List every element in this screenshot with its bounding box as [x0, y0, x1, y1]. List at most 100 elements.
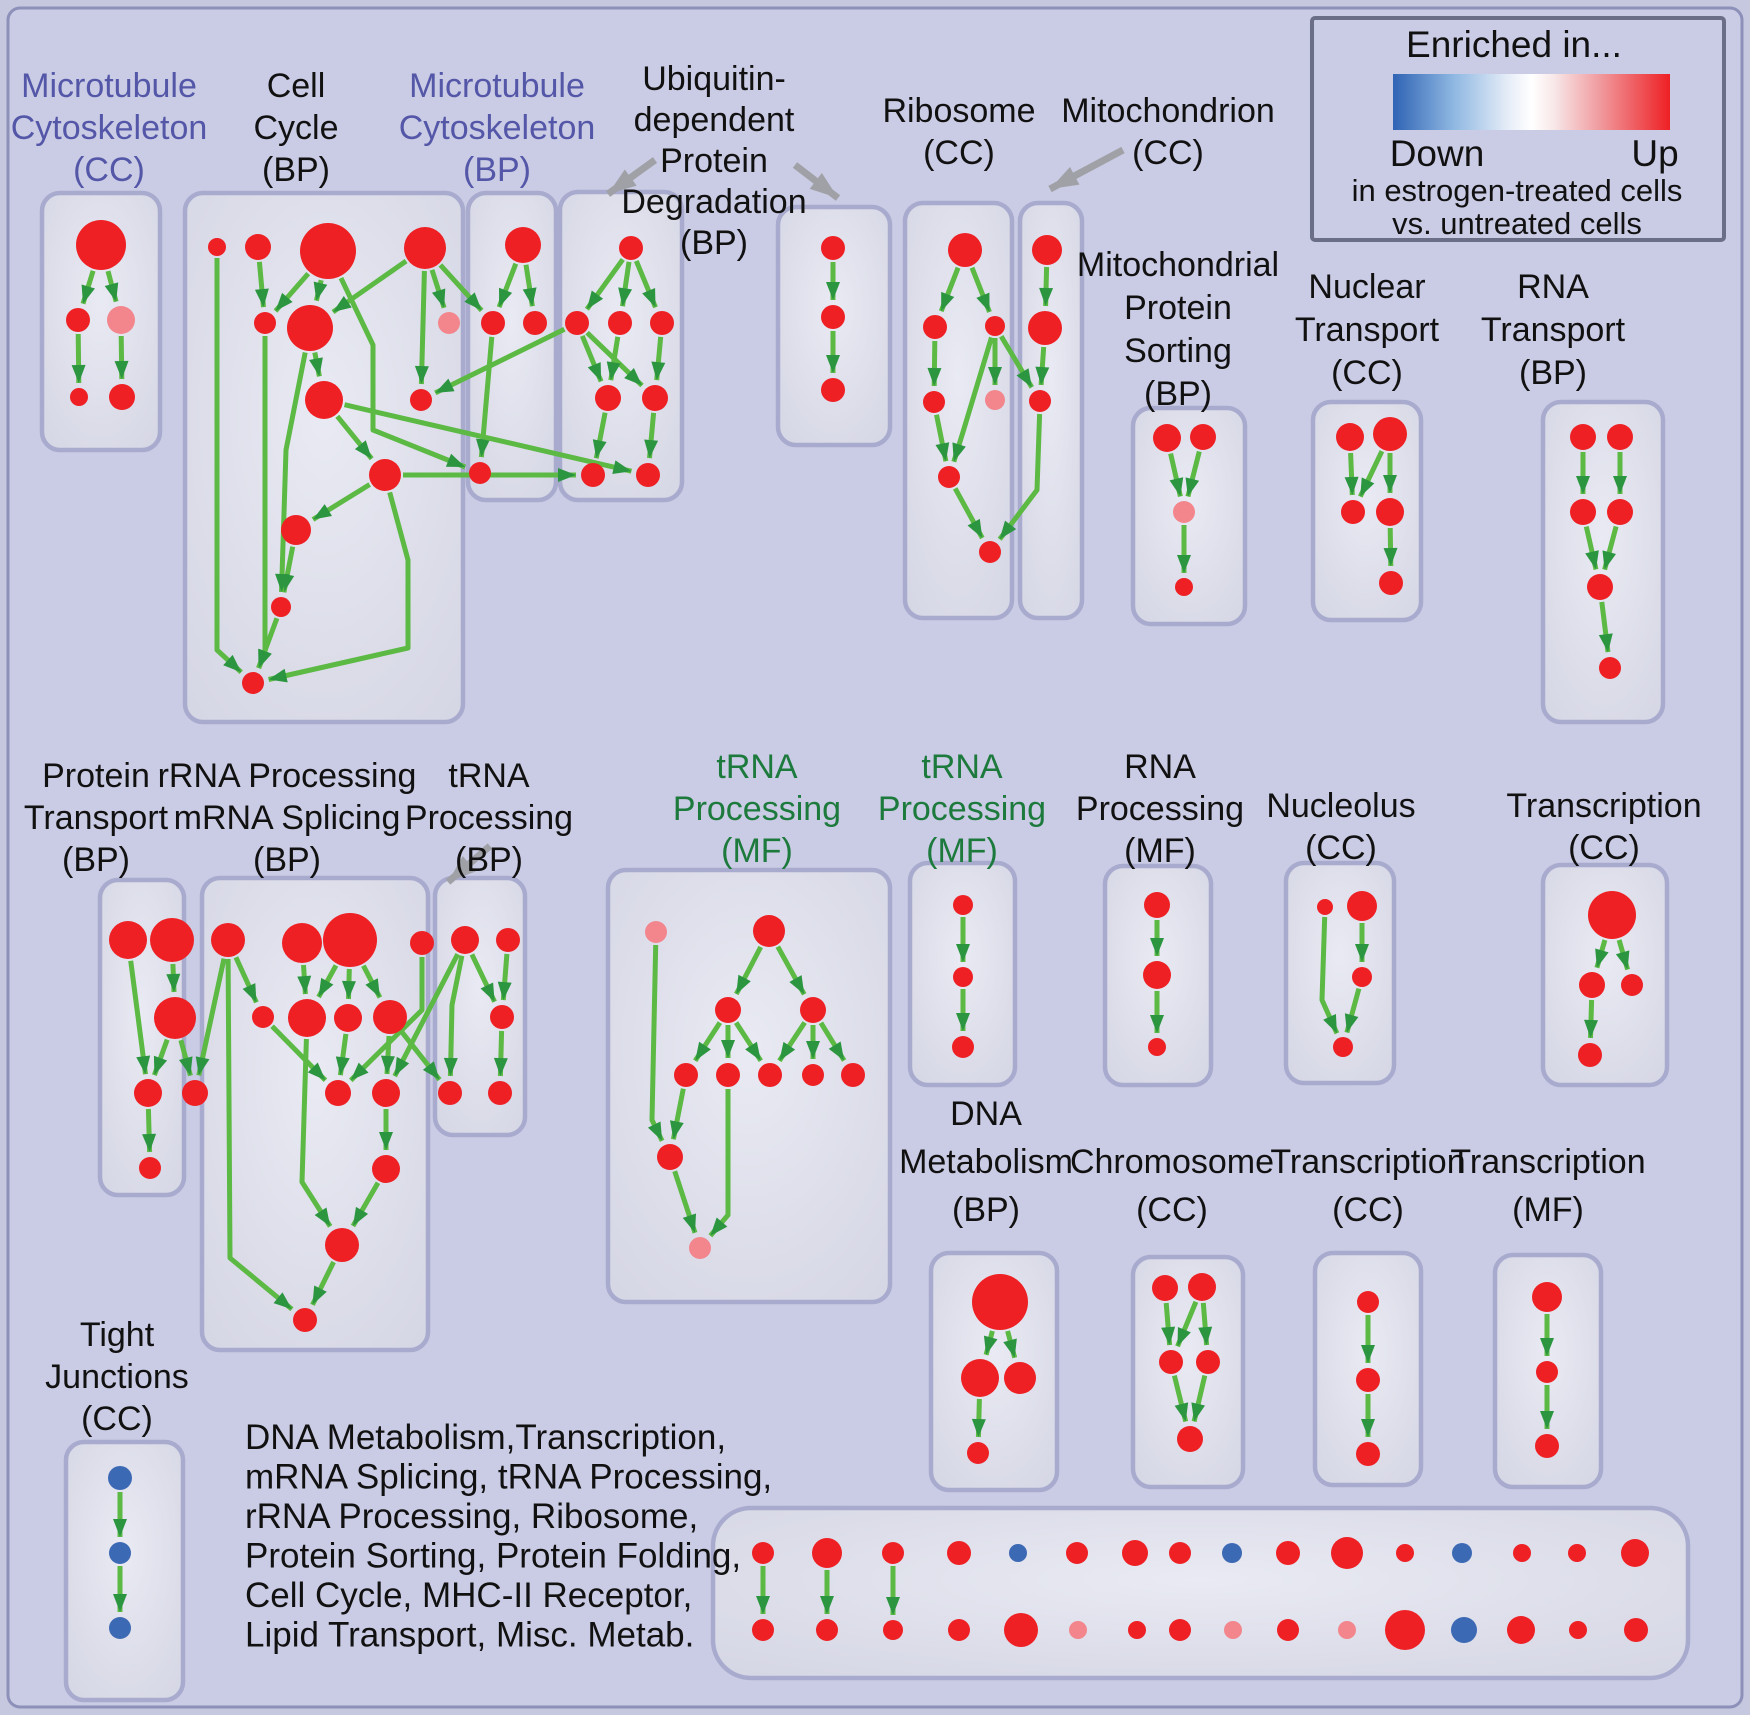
edge-dna_metabolism-d1-d2 [983, 1330, 998, 1356]
node-ubiquitin-u4 [650, 311, 674, 335]
rna_transport-label-line-1: Transport [1481, 311, 1626, 349]
trna_mf_small-label-line-1: Processing [878, 790, 1046, 828]
node-tight_junctions-tj2 [109, 1542, 131, 1564]
node-transcription_cc_r2-tc2 [1579, 972, 1605, 998]
node-misc_terms-z8 [1169, 1542, 1191, 1564]
edge-rrna_mrna-mm4-b2 [380, 1035, 395, 1075]
edge-cell_cycle-c5-c13 [256, 336, 272, 669]
edge-microtubule_cc-a1-a3 [104, 270, 119, 303]
edge-ubiquitin-u1-u4 [633, 259, 658, 309]
node-tight_junctions-tj3 [109, 1617, 131, 1639]
node-misc_terms-z2 [812, 1538, 842, 1568]
node-rrna_mrna-k3 [293, 1308, 317, 1332]
node-ubiquitin-u2 [565, 311, 589, 335]
edge-trna_mf_large-g4-g9 [669, 1088, 686, 1140]
node-misc_terms-z18 [816, 1619, 838, 1641]
node-cell_cycle-c7 [438, 312, 460, 334]
edge-rrna_mrna-t3-mm2 [316, 964, 339, 999]
node-trna_mf_large-g2 [715, 997, 741, 1023]
node-rna_processing-o2 [1143, 961, 1171, 989]
edge-ribosome-r4-r6 [934, 414, 950, 462]
node-trna_mf_large-g4 [674, 1063, 698, 1087]
microtubule_cc-label-line-0: Microtubule [21, 67, 197, 105]
edge-protein_transport-pt3-pt4 [152, 1038, 170, 1076]
node-cell_cycle-c5 [254, 312, 276, 334]
node-trna_mf_large-g10 [689, 1237, 711, 1259]
node-ribosome-r6 [938, 466, 960, 488]
node-rrna_mrna-mm1 [252, 1006, 274, 1028]
node-misc_terms-z3 [882, 1542, 904, 1564]
edge-trna_bp-w3-w5 [493, 1030, 508, 1077]
ubiquitin-label-line-3: Degradation [621, 183, 806, 221]
transcription_cc_r3-label-line-1: (CC) [1332, 1191, 1404, 1229]
edge-rrna_mrna-t2-mm2 [297, 964, 312, 995]
node-misc_terms-z20 [948, 1619, 970, 1641]
node-dna_metabolism-d4 [967, 1442, 989, 1464]
mito_protein_sorting-label-line-1: Protein [1124, 289, 1232, 327]
edge-dna_metabolism-d1-d3 [1003, 1330, 1018, 1359]
cross-edge-cell_cycle_c4-microtubule_bp_m2 [438, 263, 484, 313]
edge-cell_cycle-c10-c11 [311, 482, 372, 522]
edge-trna_mf_large-g9-g10 [672, 1170, 698, 1234]
node-rna_processing-o3 [1148, 1038, 1166, 1056]
edge-trna_mf_large-g1-g3 [775, 945, 807, 996]
node-rrna_mrna-mm4 [373, 1000, 407, 1034]
edge-cell_cycle-c3-c6 [313, 279, 328, 302]
dna_metabolism-label-line-1: Metabolism [899, 1143, 1073, 1181]
nuclear_transport-label-line-0: Nuclear [1308, 268, 1425, 306]
ubiquitin-label-line-4: (BP) [680, 224, 748, 262]
nuclear_transport-label-line-1: Transport [1295, 311, 1440, 349]
transcription_mf-label-line-0: Transcription [1450, 1143, 1645, 1181]
microtubule_bp-label-line-1: Cytoskeleton [399, 109, 596, 147]
node-microtubule_cc-a1 [76, 220, 126, 270]
node-microtubule_bp-m3 [523, 311, 547, 335]
node-misc_terms-z19 [883, 1620, 903, 1640]
node-transcription_cc_r2-tc4 [1578, 1043, 1602, 1067]
transcription_cc_r2-label-line-0: Transcription [1506, 787, 1701, 825]
node-mito_protein_sorting-p3 [1173, 501, 1195, 523]
node-protein_transport-pt6 [139, 1157, 161, 1179]
trna_mf_large-label-line-2: (MF) [721, 832, 793, 870]
edge-microtubule_cc-a2-a4 [71, 333, 86, 384]
edge-protein_transport-pt3-pt5 [178, 1039, 193, 1077]
node-mito_protein_sorting-p2 [1190, 424, 1216, 450]
edge-mitochondrion-h2-h3 [1035, 346, 1050, 386]
node-ribosome-r7 [979, 541, 1001, 563]
edge-protein_transport-pt4-pt6 [142, 1108, 157, 1153]
edge-mitochondrion-h1-h2 [1039, 266, 1054, 307]
edge-ribosome-r1-r3 [969, 266, 992, 313]
edge-cell_cycle-c2-c5 [254, 261, 269, 308]
node-ubiquitin-u6 [642, 385, 668, 411]
node-trna_mf_small-s2 [953, 967, 973, 987]
node-cell_cycle-c1 [208, 238, 226, 256]
node-trna_bp-w3 [490, 1005, 514, 1029]
edge-cell_cycle-c10-c13 [268, 491, 411, 683]
node-nucleolus-nc4 [1333, 1037, 1353, 1057]
node-trna_mf_large-g7 [802, 1064, 824, 1086]
edge-ubiquitin-u2-u5 [579, 334, 604, 383]
node-nuclear_transport-n2 [1373, 417, 1407, 451]
node-ribosome-r3 [985, 316, 1005, 336]
mito_protein_sorting-label-line-3: (BP) [1144, 375, 1212, 413]
node-rna_transport-q5 [1587, 574, 1613, 600]
cross-edge-ribosome_r3-mitochondrion_h3 [999, 335, 1034, 389]
edge-transcription_cc_r2-tc1-tc2 [1594, 939, 1609, 969]
node-cell_cycle-c2 [245, 234, 271, 260]
trna-processing-bp-arrow [445, 843, 493, 885]
node-trna_mf_small-s1 [953, 895, 973, 915]
trna_mf_large-box [605, 867, 893, 1305]
rna_processing-label-line-2: (MF) [1124, 832, 1196, 870]
rrna_mrna-label-line-0: rRNA Processing [158, 757, 417, 795]
node-ribosome-r4 [923, 391, 945, 413]
legend-gradient-bar [1393, 74, 1670, 130]
nucleolus-label-line-0: Nucleolus [1266, 787, 1415, 825]
node-misc_terms-z29 [1451, 1617, 1477, 1643]
trna_mf_large-label-line-0: tRNA [716, 748, 798, 786]
node-protein_transport-pt3 [154, 997, 196, 1039]
cell_cycle-label-line-2: (BP) [262, 151, 330, 189]
node-mitochondrion-h3 [1029, 390, 1051, 412]
edge-trna_bp-w1-w4 [443, 955, 465, 1077]
edge-trna_mf_large-g2-g6 [734, 1021, 763, 1063]
node-protein_transport-pt2 [150, 918, 194, 962]
node-cell_cycle-c10 [369, 459, 401, 491]
